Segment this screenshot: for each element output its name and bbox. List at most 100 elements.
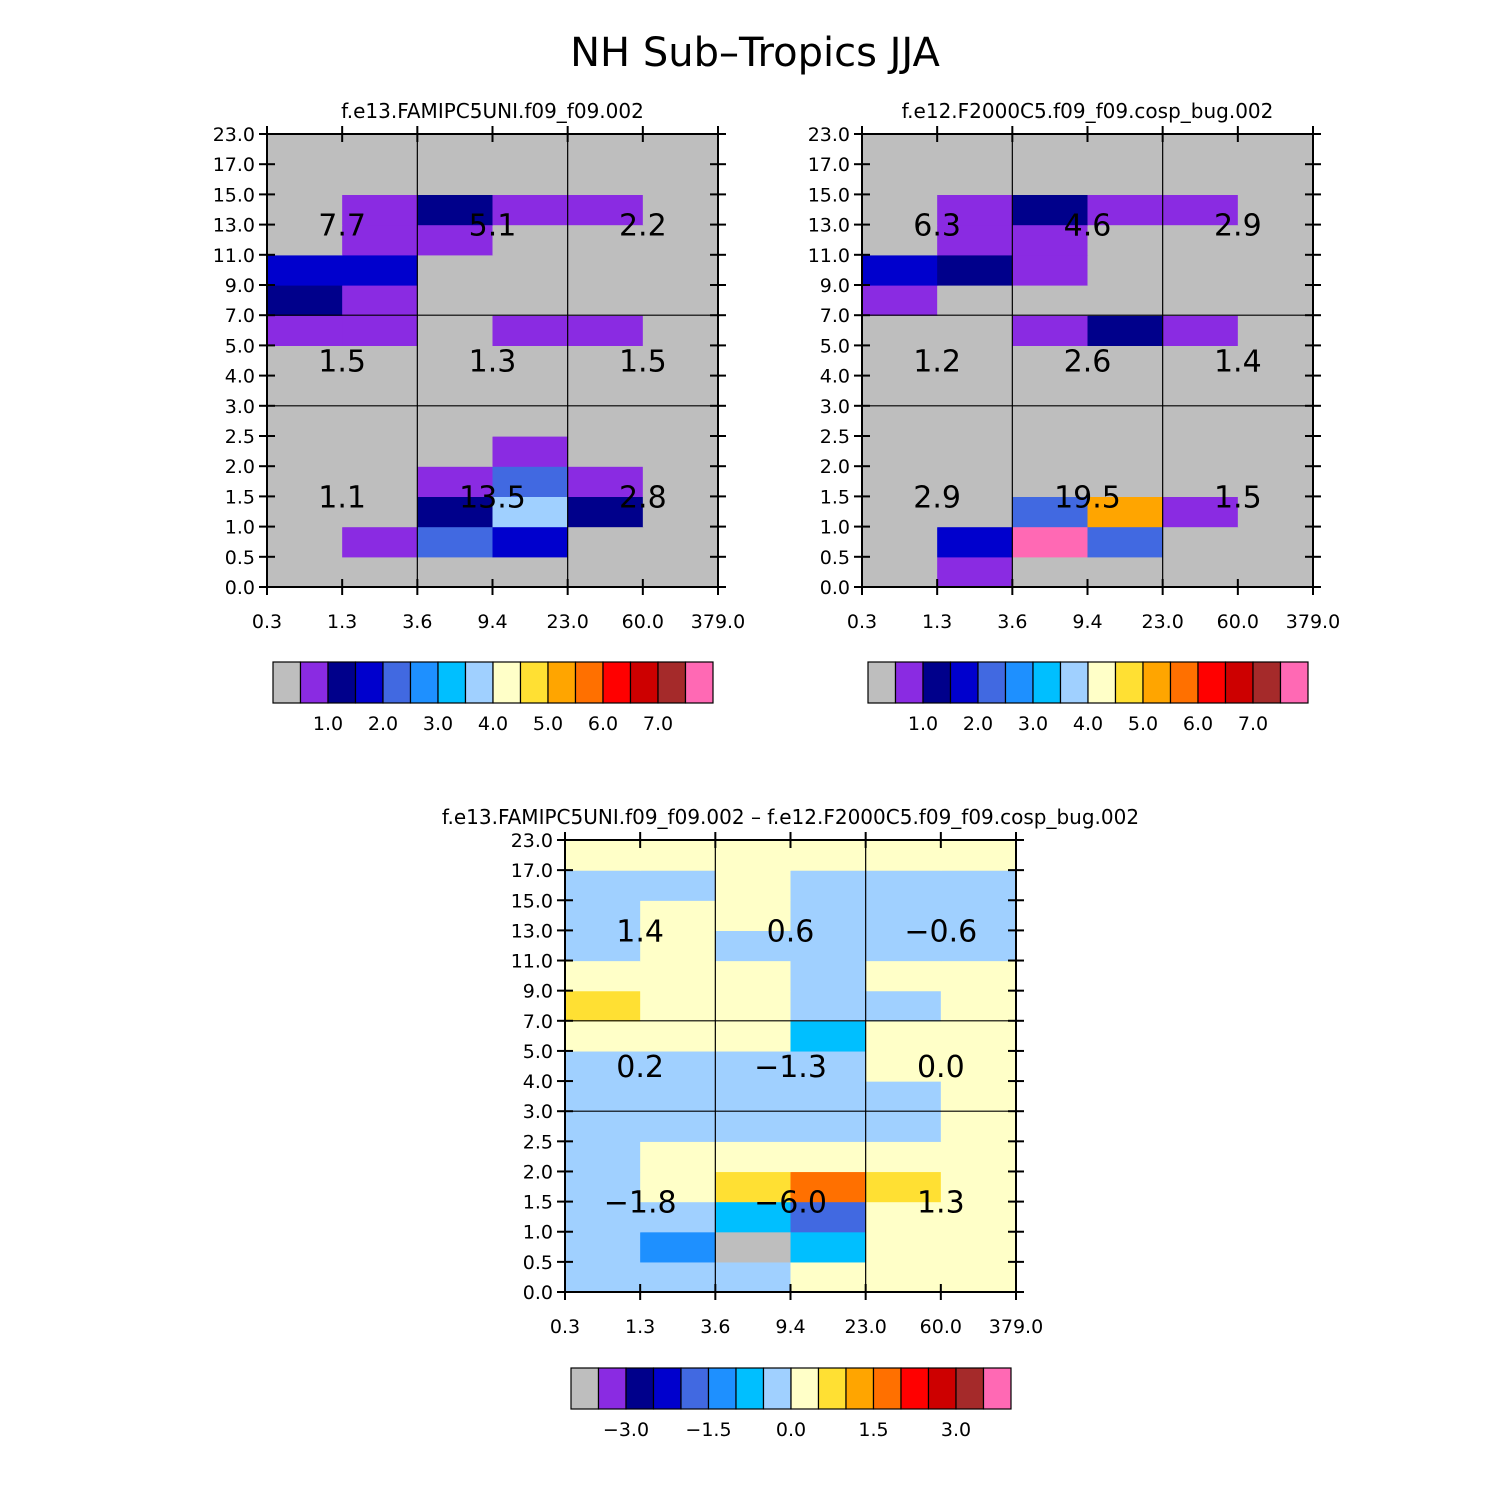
heatmap-cell xyxy=(1012,405,1089,437)
heatmap-cell xyxy=(565,1261,641,1293)
colorbar-swatch xyxy=(602,661,632,704)
heatmap-cell xyxy=(862,345,938,377)
heatmap-cell xyxy=(715,900,792,931)
heatmap-cell xyxy=(862,375,938,407)
heatmap-cell xyxy=(417,254,494,286)
region-total-label: 0.0 xyxy=(917,1050,965,1085)
heatmap-cell xyxy=(790,900,867,931)
heatmap-cell xyxy=(865,990,942,1022)
heatmap-cell xyxy=(940,900,1017,931)
y-tick-label: 0.0 xyxy=(225,577,255,599)
y-tick-label: 0.5 xyxy=(225,547,255,569)
heatmap-cell xyxy=(865,960,942,992)
heatmap-cell xyxy=(492,194,569,226)
y-tick-label: 2.5 xyxy=(225,426,255,448)
heatmap-cell xyxy=(267,254,343,286)
heatmap-cell xyxy=(567,466,644,497)
heatmap-cell xyxy=(342,405,418,437)
colorbar-label: 5.0 xyxy=(533,713,563,735)
panel-title: f.e13.FAMIPC5UNI.f09_f09.002 xyxy=(341,99,644,123)
heatmap-cell xyxy=(267,375,343,407)
y-tick-label: 15.0 xyxy=(213,184,255,206)
colorbar-swatch xyxy=(574,661,604,704)
region-total-label: 5.1 xyxy=(469,209,517,244)
heatmap-cell xyxy=(940,840,1017,871)
y-tick-label: 7.0 xyxy=(820,305,850,327)
heatmap-cell xyxy=(862,285,938,316)
heatmap-cell xyxy=(790,1111,867,1142)
heatmap-cell xyxy=(1087,436,1164,467)
heatmap-cell xyxy=(1012,375,1089,407)
heatmap-cell xyxy=(342,315,418,346)
heatmap-cell xyxy=(267,224,343,256)
heatmap-cell xyxy=(640,1201,716,1233)
region-total-label: 4.6 xyxy=(1064,209,1112,244)
colorbar-swatch xyxy=(327,661,357,704)
heatmap-cell xyxy=(1237,345,1314,377)
region-total-label: 1.4 xyxy=(1214,345,1262,380)
heatmap-cell xyxy=(342,164,418,195)
heatmap-cell xyxy=(565,1141,641,1173)
heatmap-cell xyxy=(1237,224,1314,256)
heatmap-cell xyxy=(492,375,569,407)
heatmap-cell xyxy=(567,345,644,377)
colorbar-swatch xyxy=(1114,661,1144,704)
heatmap-cell xyxy=(492,466,569,497)
heatmap-cell xyxy=(567,134,644,165)
heatmap-cell xyxy=(417,526,494,558)
y-tick-label: 2.0 xyxy=(225,456,255,478)
heatmap-cell xyxy=(342,466,418,497)
heatmap-cell xyxy=(1087,194,1164,226)
heatmap-cell xyxy=(640,930,716,962)
colorbar-swatch xyxy=(707,1367,737,1410)
heatmap-cell xyxy=(1012,466,1089,497)
region-total-label: 19.5 xyxy=(1054,480,1121,515)
colorbar-swatch xyxy=(1197,661,1227,704)
colorbar-swatch xyxy=(894,661,924,704)
heatmap-cell xyxy=(1162,496,1239,528)
y-tick-label: 11.0 xyxy=(213,245,255,267)
heatmap-cell xyxy=(937,466,1013,497)
heatmap-cell xyxy=(1012,224,1089,256)
heatmap-cell xyxy=(565,900,641,931)
heatmap-cell xyxy=(565,930,641,962)
heatmap-cell xyxy=(1237,526,1314,558)
colorbar-swatch xyxy=(1087,661,1117,704)
region-total-label: 1.2 xyxy=(913,345,961,380)
heatmap-cell xyxy=(417,405,494,437)
heatmap-cell xyxy=(715,1171,792,1203)
y-tick-label: 1.5 xyxy=(225,486,255,508)
heatmap-cell xyxy=(937,254,1013,286)
region-total-label: 0.6 xyxy=(767,914,815,949)
heatmap-cell xyxy=(640,870,716,901)
heatmap-cell xyxy=(940,1020,1017,1052)
colorbar-label: 4.0 xyxy=(1073,713,1103,735)
heatmap-cell xyxy=(937,556,1013,588)
x-tick-label: 379.0 xyxy=(1286,611,1340,633)
heatmap-cell xyxy=(640,1111,716,1142)
y-tick-label: 1.5 xyxy=(523,1192,553,1214)
heatmap-cell xyxy=(1162,436,1239,467)
heatmap-cell xyxy=(640,840,716,871)
heatmap-cell xyxy=(1087,254,1164,286)
region-total-label: 2.8 xyxy=(619,480,667,515)
heatmap-cell xyxy=(342,254,418,286)
heatmap-cell xyxy=(267,466,343,497)
heatmap-cell xyxy=(642,254,719,286)
colorbar-swatch xyxy=(299,661,329,704)
heatmap-cell xyxy=(642,436,719,467)
heatmap-cell xyxy=(267,526,343,558)
heatmap-cell xyxy=(342,496,418,528)
heatmap-cell xyxy=(1012,556,1089,588)
colorbar-swatch xyxy=(1004,661,1034,704)
heatmap-cell xyxy=(492,315,569,346)
heatmap-cell xyxy=(862,134,938,165)
y-tick-label: 13.0 xyxy=(213,215,255,237)
heatmap-cell xyxy=(865,1111,942,1142)
heatmap-cell xyxy=(567,194,644,226)
heatmap-cell xyxy=(862,405,938,437)
heatmap-cell xyxy=(862,224,938,256)
colorbar-label: 1.5 xyxy=(858,1419,888,1441)
heatmap-cell xyxy=(790,1141,867,1173)
y-tick-label: 5.0 xyxy=(225,335,255,357)
